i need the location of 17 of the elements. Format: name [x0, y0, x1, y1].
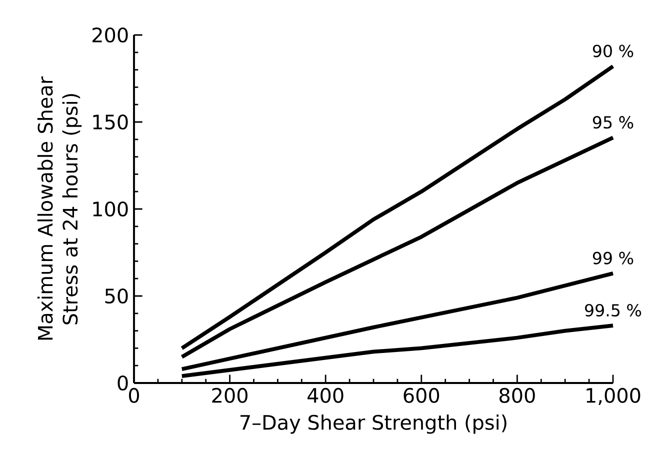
y-tick-label: 0: [118, 375, 128, 391]
x-tick-label: 0: [128, 388, 140, 403]
x-tick-label: 1,000: [586, 388, 640, 405]
x-tick-label: 200: [212, 388, 248, 403]
x-tick-label: 800: [500, 388, 535, 403]
x-tick-label: 600: [404, 388, 440, 403]
y-tick-label: 200: [92, 27, 128, 43]
y-tick-label: 100: [93, 201, 128, 217]
series-label: 95 %: [592, 116, 634, 129]
series-label: 99 %: [592, 252, 634, 264]
x-tick-label: 400: [308, 388, 344, 403]
y-tick-label: 150: [93, 114, 128, 130]
y-axis-title: Maximum Allowable Shear Stress at 24 hours (psi): [37, 76, 82, 340]
x-axis-title: 7–Day Shear Strength (psi): [240, 414, 506, 434]
y-tick-label: 50: [105, 288, 128, 304]
series-label: 90 %: [592, 44, 634, 58]
series-label: 99.5 %: [585, 304, 642, 317]
